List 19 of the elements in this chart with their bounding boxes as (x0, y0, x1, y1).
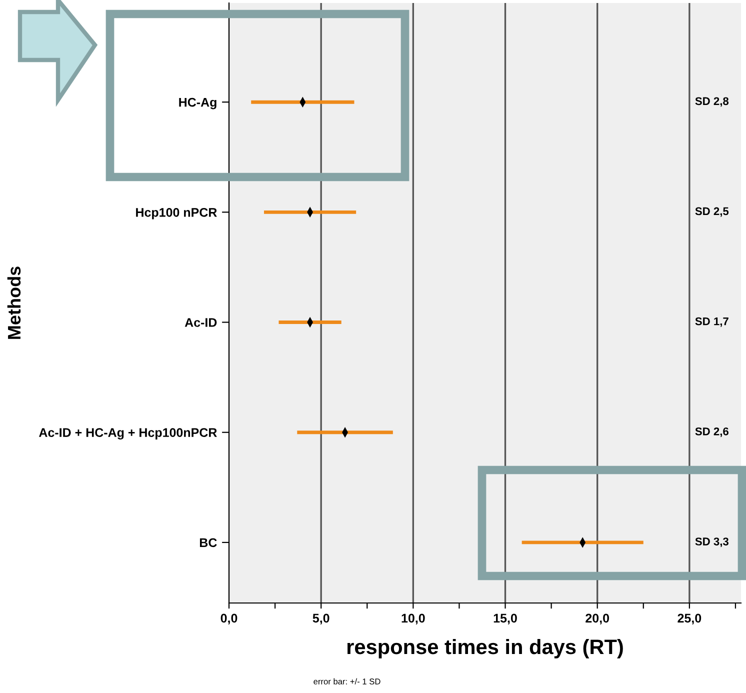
x-tick-label: 5,0 (312, 614, 330, 624)
x-axis-title: response times in days (RT) (347, 638, 623, 658)
annotation: SD 1,7 (695, 317, 728, 327)
y-tick-label: HC-Ag (179, 98, 216, 110)
annotation: SD 2,6 (695, 427, 728, 437)
y-tick-label: Ac-ID (184, 318, 217, 327)
annotation: SD 2,8 (695, 97, 729, 107)
x-tick-label: 20,0 (586, 614, 609, 624)
x-tick-label: 0,0 (220, 614, 238, 624)
y-axis-title: Methods (7, 266, 21, 339)
y-tick-label: Ac-ID + HC-Ag + Hcp100nPCR (39, 428, 217, 440)
x-tick-label: 25,0 (678, 614, 702, 624)
x-tick-label: 15,0 (494, 614, 517, 624)
text: error bar: +/- 1 SD (314, 678, 380, 684)
x-tick-label: 10,0 (402, 614, 425, 624)
annotation: SD 2,5 (695, 207, 729, 217)
y-tick-label: BC (200, 538, 217, 548)
y-tick-label: Hcp100 nPCR (136, 208, 217, 220)
annotation: SD 3,3 (695, 538, 728, 548)
